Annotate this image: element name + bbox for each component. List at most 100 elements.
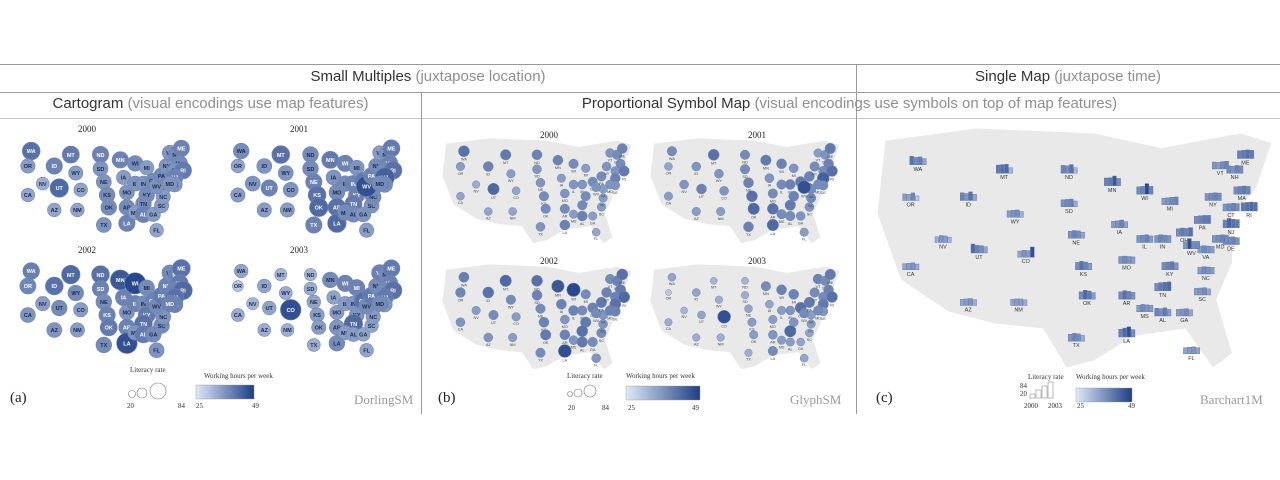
bar-in-3 bbox=[1167, 235, 1172, 243]
legend-c-year-end: 2003 bbox=[1048, 402, 1062, 410]
dorling-label-ny-3: NY bbox=[373, 284, 381, 290]
bar-mn-0 bbox=[1103, 177, 1109, 187]
glyph-circle-wv-0 bbox=[591, 182, 601, 192]
dorling-label-in-1: IN bbox=[351, 182, 357, 188]
glyph-circle-tx-0 bbox=[535, 222, 546, 232]
bar-ri-1 bbox=[1245, 202, 1250, 212]
glyph-label-co-2: CO bbox=[513, 322, 519, 326]
bar-ri-3 bbox=[1253, 202, 1258, 212]
dorling-label-ks-0: KS bbox=[103, 193, 111, 199]
glyph-label-ut-0: UT bbox=[491, 196, 497, 200]
bar-fl-2 bbox=[1191, 346, 1196, 355]
bar-wy-0 bbox=[1006, 210, 1011, 218]
dorling-label-ne-0: NE bbox=[100, 180, 108, 186]
glyph-label-de-3: DE bbox=[821, 317, 827, 321]
glyph-label-nd-3: ND bbox=[742, 285, 748, 289]
bar-label-pa: PA bbox=[1199, 226, 1206, 232]
glyph-label-or-3: OR bbox=[666, 297, 672, 301]
glyph-label-co-1: CO bbox=[721, 196, 727, 200]
panel-b-technique: GlyphSM bbox=[790, 392, 842, 407]
glyph-label-il-3: IL bbox=[780, 316, 783, 320]
bar-me-3 bbox=[1249, 150, 1254, 159]
bar-nc-1 bbox=[1201, 266, 1206, 275]
dorling-circle-or-3 bbox=[232, 280, 244, 292]
bar-nj-1 bbox=[1227, 218, 1232, 229]
glyph-circle-pa-0 bbox=[596, 171, 607, 182]
bar-nj-3 bbox=[1235, 219, 1240, 228]
bar-fl-1 bbox=[1187, 346, 1192, 354]
dorling-circle-ca-1 bbox=[230, 187, 246, 203]
bar-ga-0 bbox=[1176, 309, 1181, 317]
dorling-circle-sd-3 bbox=[303, 281, 318, 296]
dorling-label-al-2: AL bbox=[140, 333, 148, 339]
dorling-label-ny-1: NY bbox=[373, 164, 381, 170]
bar-wv-3 bbox=[1195, 241, 1200, 250]
bar-label-az: AZ bbox=[965, 308, 973, 314]
glyph-label-in-0: IN bbox=[580, 190, 584, 194]
dorling-label-ar-3: AR bbox=[333, 326, 341, 332]
dorling-circle-ut-2 bbox=[51, 299, 68, 317]
dorling-circle-id-2 bbox=[45, 276, 64, 296]
bar-label-me: ME bbox=[1241, 161, 1250, 167]
dorling-circle-wy-3 bbox=[278, 286, 293, 300]
dorling-label-il-3: IL bbox=[343, 302, 349, 308]
glyph-label-ok-3: OK bbox=[751, 340, 757, 344]
bar-ky-0 bbox=[1161, 262, 1166, 270]
dorling-label-mi-2: MI bbox=[144, 286, 151, 292]
dorling-label-ky-0: KY bbox=[143, 193, 151, 199]
bar-label-wa: WA bbox=[913, 167, 922, 173]
bar-id-3 bbox=[972, 194, 977, 201]
dorling-label-wy-3: WY bbox=[281, 291, 290, 297]
glyph-circle-ri-0 bbox=[618, 165, 630, 177]
dorling-label-sd-3: SD bbox=[307, 287, 315, 293]
bar-in-2 bbox=[1162, 234, 1167, 243]
dorling-circle-nv-1 bbox=[244, 175, 261, 192]
glyph-circle-tn-1 bbox=[784, 199, 796, 211]
dorling-label-mn-3: MN bbox=[326, 278, 335, 284]
glyph-label-ga-0: GA bbox=[590, 221, 596, 225]
bar-label-nc: NC bbox=[1202, 276, 1210, 282]
glyph-label-mo-2: MO bbox=[562, 325, 568, 329]
glyph-circle-ny-1 bbox=[809, 161, 820, 172]
bar-ok-0 bbox=[1078, 291, 1083, 300]
glyph-label-ks-0: KS bbox=[541, 202, 547, 206]
bar-mi-0 bbox=[1161, 197, 1166, 205]
glyph-label-fl-3: FL bbox=[802, 363, 806, 367]
dorling-label-mo-2: MO bbox=[122, 311, 132, 317]
glyph-circle-nv-0 bbox=[472, 180, 481, 189]
dorling-circle-id-1 bbox=[256, 158, 273, 174]
panel-b-year-2003: 2003 bbox=[748, 256, 766, 266]
glyph-circle-il-0 bbox=[568, 179, 579, 190]
glyph-label-mi-0: MI bbox=[584, 174, 588, 178]
glyph-label-tx-0: TX bbox=[538, 232, 543, 236]
dorling-label-ri-1: RI bbox=[390, 169, 396, 175]
mid-rule bbox=[0, 92, 1280, 93]
literacy-size-circle-1 bbox=[136, 387, 148, 399]
glyph-label-tx-3: TX bbox=[746, 358, 751, 362]
bar-md-1 bbox=[1216, 234, 1221, 243]
glyph-circle-ca-1 bbox=[663, 191, 673, 201]
glyph-circle-ms-2 bbox=[568, 335, 579, 345]
single-map-subtitle: (juxtapose time) bbox=[1054, 68, 1161, 85]
glyph-circle-az-3 bbox=[692, 333, 701, 342]
bar-id-2 bbox=[968, 191, 973, 201]
dorling-circle-md-0 bbox=[162, 175, 178, 192]
glyph-circle-ne-2 bbox=[535, 303, 546, 314]
dorling-label-nh-0: NH bbox=[172, 153, 180, 159]
glyph-circle-ky-1 bbox=[788, 190, 799, 202]
glyph-circle-ga-0 bbox=[588, 211, 598, 221]
dorling-label-id-2: ID bbox=[52, 284, 58, 290]
bar-nm-2 bbox=[1018, 298, 1023, 306]
bar-ms-3 bbox=[1149, 304, 1154, 312]
glyph-label-sd-1: SD bbox=[742, 175, 748, 179]
glyph-label-wa-0: WA bbox=[461, 158, 467, 162]
dorling-circle-mt-3 bbox=[274, 268, 288, 281]
dorling-label-ok-3: OK bbox=[315, 326, 323, 332]
glyph-circle-nm-1 bbox=[716, 207, 726, 216]
glyph-circle-ia-1 bbox=[764, 173, 775, 183]
dorling-label-wi-2: WI bbox=[132, 282, 139, 288]
glyph-label-mo-1: MO bbox=[770, 199, 776, 203]
dorling-label-nv-1: NV bbox=[249, 182, 257, 188]
glyph-label-mt-1: MT bbox=[711, 161, 717, 165]
glyph-circle-ok-0 bbox=[540, 203, 551, 214]
